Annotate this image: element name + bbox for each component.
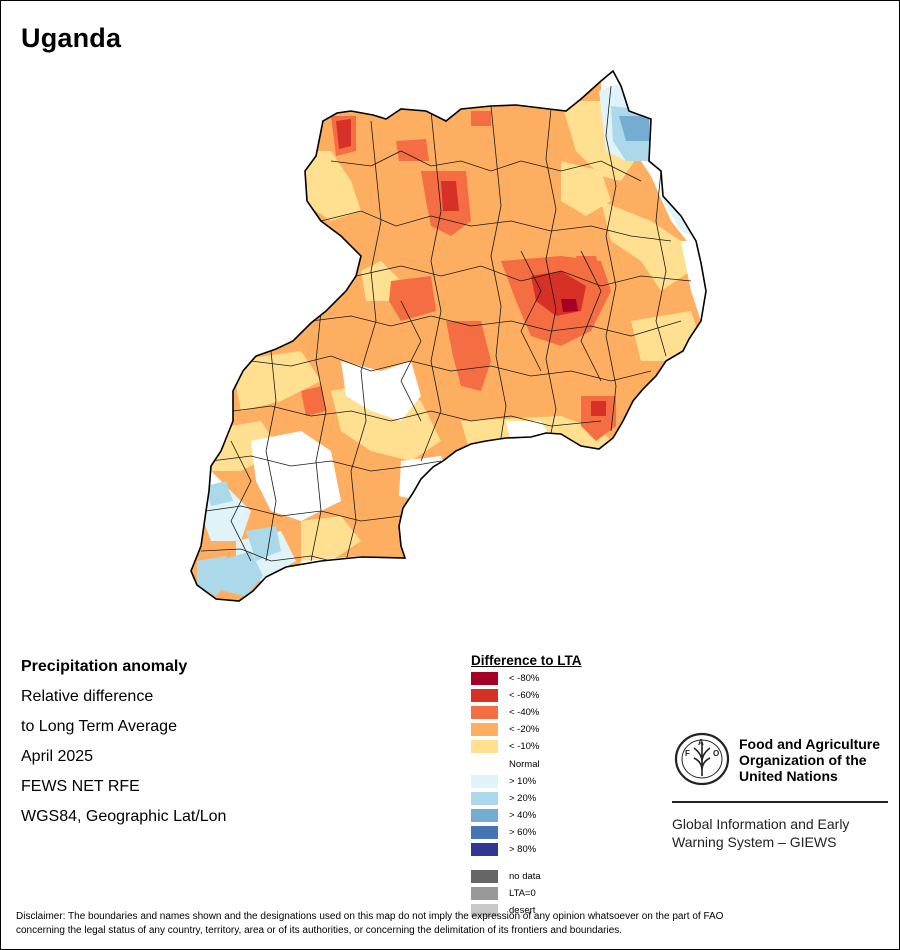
legend-swatch — [471, 887, 498, 900]
anomaly-minus80-zones — [561, 299, 578, 312]
legend-label: < -20% — [509, 724, 540, 735]
disclaimer: Disclaimer: The boundaries and names sho… — [16, 910, 886, 938]
info-line1: Relative difference — [21, 688, 154, 705]
legend-label: < -80% — [509, 673, 540, 684]
legend-title: Difference to LTA — [471, 653, 582, 668]
map-info: Precipitation anomaly Relative differenc… — [21, 657, 321, 837]
legend-swatch — [471, 689, 498, 702]
fao-org-line2: Organization of the — [739, 752, 867, 768]
legend-swatch — [471, 904, 498, 917]
info-source: FEWS NET RFE — [21, 778, 140, 795]
legend-label: no data — [509, 871, 541, 882]
legend-swatch — [471, 723, 498, 736]
anomaly-raster — [191, 71, 706, 601]
legend: Difference to LTA < -80% < -60% < -40% < -2… — [471, 652, 671, 917]
legend-label: desert — [509, 905, 536, 916]
legend-label: LTA=0 — [509, 888, 536, 899]
legend-label: > 20% — [509, 793, 537, 804]
legend-label: < -60% — [509, 690, 540, 701]
fao-org-line1: Food and Agriculture — [739, 736, 881, 752]
district-boundaries — [200, 85, 692, 567]
giews-label: Global Information and Early Warning Sys… — [672, 815, 892, 851]
info-heading: Precipitation anomaly — [21, 658, 188, 675]
info-projection: WGS84, Geographic Lat/Lon — [21, 808, 227, 825]
giews-line1: Global Information and Early — [672, 816, 850, 832]
map-title: Uganda — [21, 23, 122, 53]
legend-label: < -10% — [509, 741, 540, 752]
legend-swatch — [471, 758, 498, 771]
disclaimer-line2: concerning the legal status of any count… — [16, 925, 623, 936]
disclaimer-line1: Disclaimer: The boundaries and names sho… — [16, 911, 724, 922]
legend-swatch — [471, 792, 498, 805]
legend-swatch — [471, 672, 498, 685]
legend-label: > 10% — [509, 776, 537, 787]
svg-text:O: O — [713, 749, 719, 758]
giews-line2: Warning System – GIEWS — [672, 834, 837, 850]
anomaly-plus40-zones — [619, 116, 649, 141]
legend-label: Normal — [509, 759, 540, 770]
legend-swatch — [471, 826, 498, 839]
fao-organization-name: Food and Agriculture Organization of the… — [739, 736, 899, 784]
svg-text:F: F — [685, 749, 690, 758]
info-line2: to Long Term Average — [21, 718, 177, 735]
legend-swatch — [471, 870, 498, 883]
legend-swatch — [471, 809, 498, 822]
legend-label: > 40% — [509, 810, 537, 821]
fao-org-line3: United Nations — [739, 768, 838, 784]
legend-swatch — [471, 706, 498, 719]
legend-label: > 60% — [509, 827, 537, 838]
legend-label: > 80% — [509, 844, 537, 855]
fao-emblem-icon: F A O — [674, 732, 730, 786]
fao-divider — [672, 801, 888, 803]
legend-swatch — [471, 843, 498, 856]
legend-label: < -40% — [509, 707, 540, 718]
legend-swatch — [471, 740, 498, 753]
info-date: April 2025 — [21, 748, 94, 765]
svg-text:A: A — [698, 738, 704, 747]
legend-swatch — [471, 775, 498, 788]
